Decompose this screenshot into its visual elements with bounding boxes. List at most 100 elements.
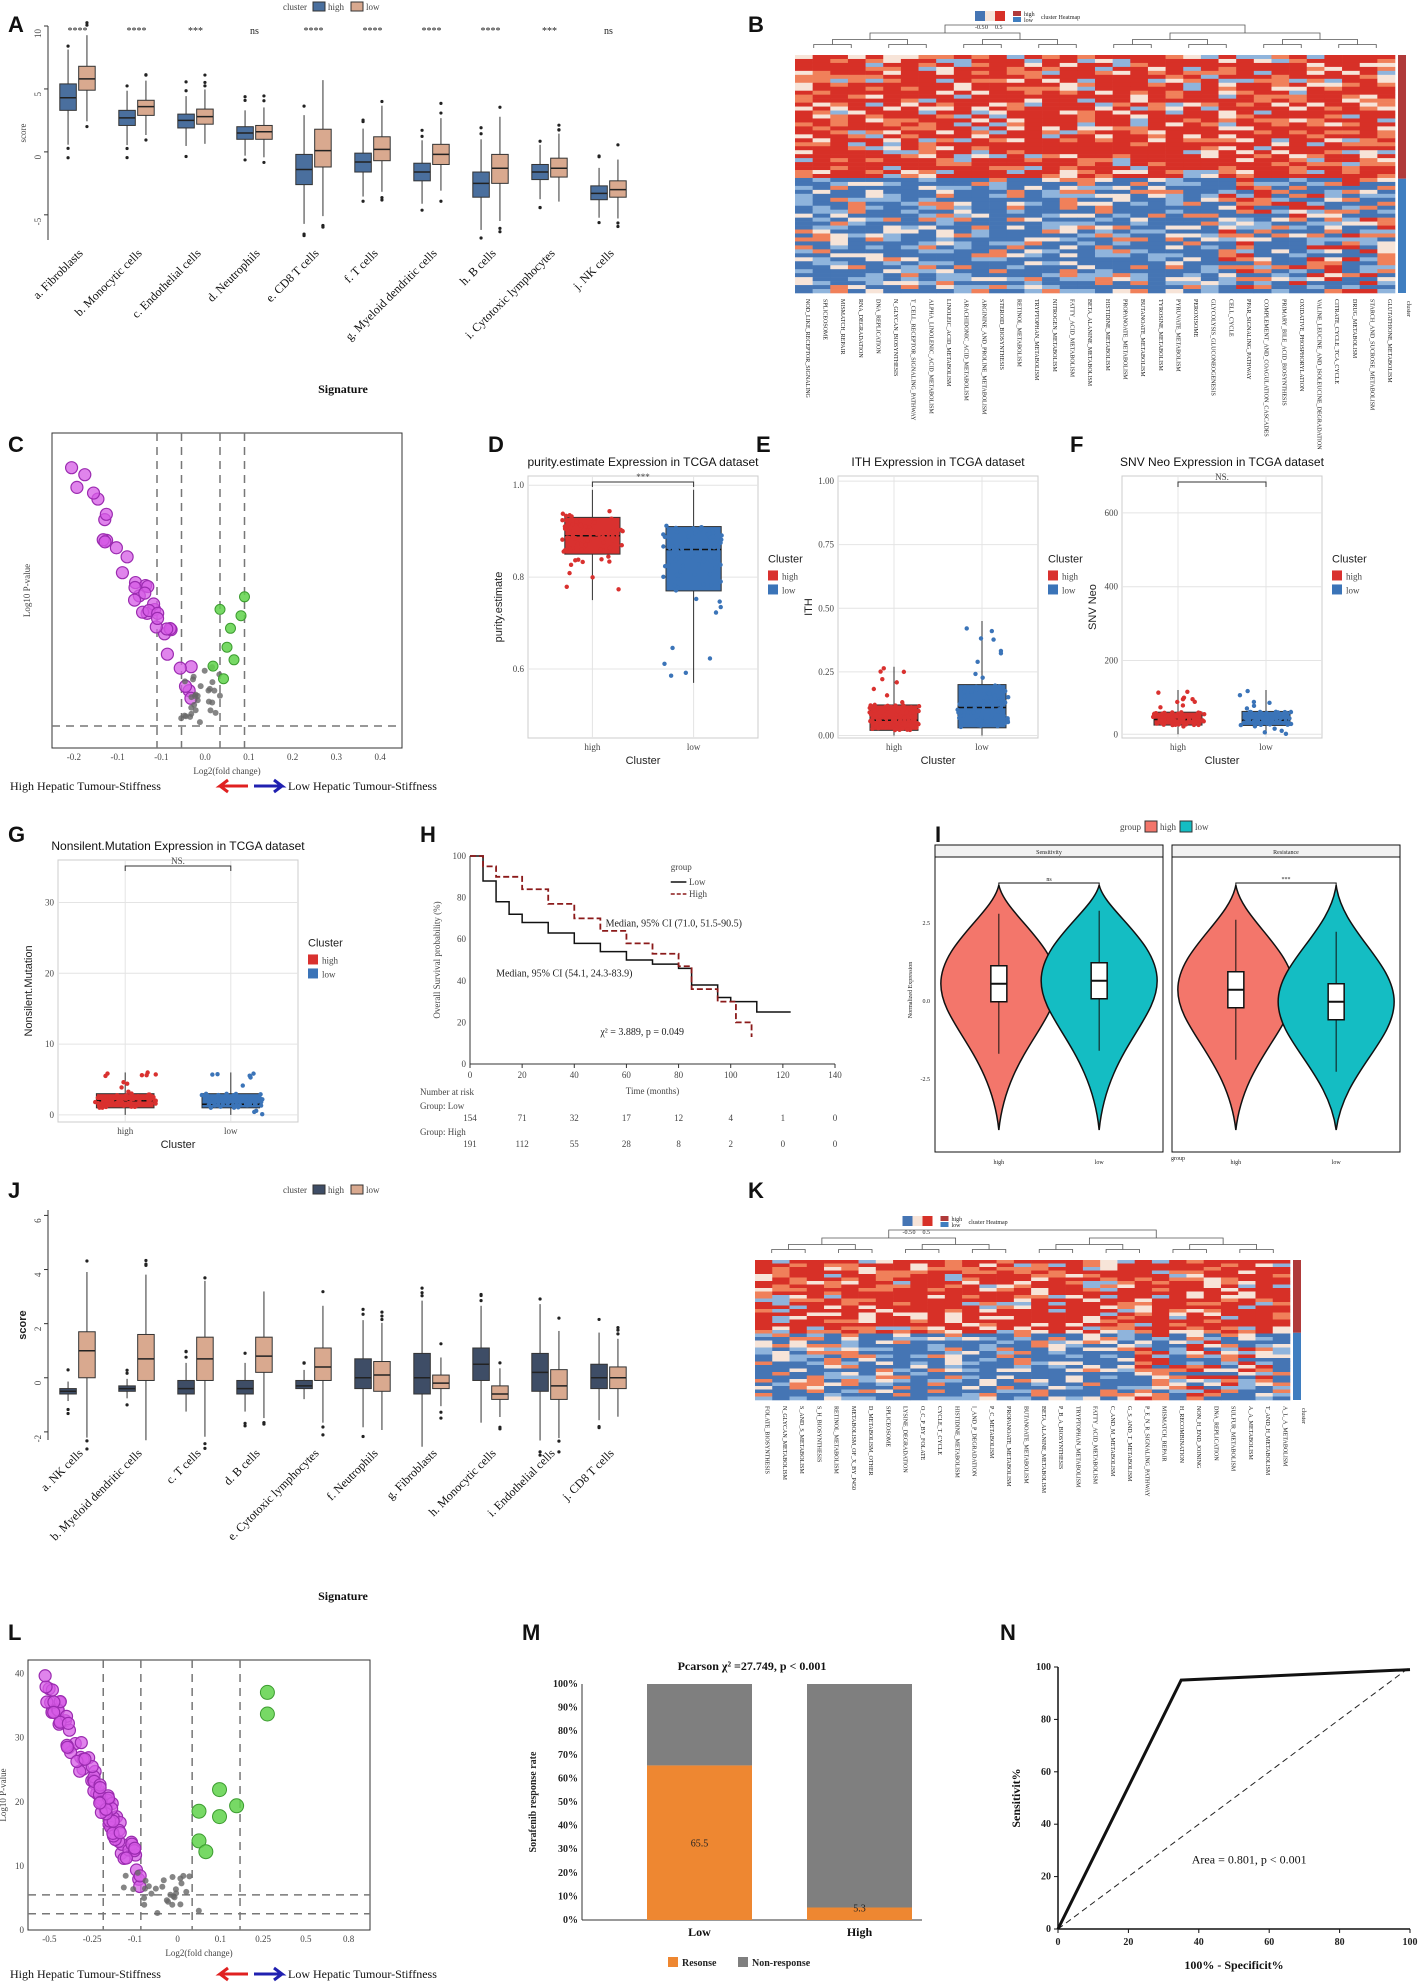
heatmap-cell — [1013, 1305, 1032, 1310]
heatmap-cell — [1130, 58, 1149, 64]
dendrogram-branch — [1239, 1249, 1274, 1253]
heatmap-cell — [1272, 1309, 1291, 1313]
heatmap-cell — [996, 1396, 1015, 1401]
heatmap-cell — [1077, 177, 1096, 183]
heatmap-cell — [1289, 74, 1308, 80]
heatmap-cell — [1253, 241, 1272, 246]
heatmap-cell — [1065, 1393, 1084, 1397]
point-not-significant — [190, 673, 197, 680]
heatmap-cell — [847, 285, 866, 290]
y-tick-label: 2.5 — [923, 921, 931, 927]
heatmap-cell — [979, 1267, 997, 1271]
heatmap-cell — [996, 1302, 1015, 1306]
jitter-point — [214, 1096, 219, 1102]
heatmap-cell — [1117, 1379, 1135, 1383]
heatmap-cell — [1100, 1263, 1118, 1268]
heatmap-cell — [1342, 237, 1361, 242]
heatmap-cell — [1253, 257, 1272, 262]
heatmap-cell — [1236, 217, 1255, 222]
heatmap-cell — [1006, 177, 1025, 183]
heatmap-cell — [1272, 1312, 1291, 1317]
heatmap-cell — [1238, 1393, 1256, 1397]
heatmap-cell — [1130, 106, 1149, 111]
heatmap-cell — [772, 1291, 790, 1296]
heatmap-cell — [1218, 98, 1237, 103]
heatmap-cell — [1130, 205, 1149, 210]
heatmap-cell — [1186, 1316, 1205, 1320]
heatmap-cell — [883, 281, 902, 286]
risk-table-value: 0 — [781, 1139, 786, 1149]
heatmap-cell — [755, 1337, 773, 1341]
heatmap-cell — [1147, 221, 1166, 226]
jitter-point — [992, 683, 998, 688]
heatmap-cell — [772, 1302, 790, 1306]
heatmap-cell — [900, 86, 919, 91]
heatmap-cell — [1272, 1298, 1291, 1303]
heatmap-cell — [1130, 257, 1149, 262]
heatmap-cell — [824, 1372, 842, 1376]
heatmap-cell — [918, 249, 937, 254]
outlier-point — [243, 1424, 247, 1428]
risk-table-title: Number at risk — [420, 1087, 474, 1097]
point-up-high — [93, 1796, 107, 1810]
heatmap-cell — [1130, 74, 1149, 80]
dendrogram-branch — [1263, 44, 1302, 48]
heatmap-cell — [1236, 58, 1255, 64]
jitter-point — [1251, 703, 1257, 709]
heatmap-cell — [1272, 1389, 1291, 1394]
point-not-significant — [142, 1877, 149, 1884]
heatmap-cell — [1203, 1295, 1222, 1299]
heatmap-cell — [1082, 1382, 1101, 1387]
point-not-significant — [209, 679, 216, 686]
heatmap-cell — [1095, 154, 1113, 159]
heatmap-cell — [910, 1309, 928, 1313]
heatmap-cell — [789, 1281, 808, 1285]
heatmap-cell — [772, 1354, 790, 1359]
heatmap-cell — [883, 229, 902, 234]
legend-label-high: high — [1062, 571, 1079, 581]
heatmap-cell — [1186, 1347, 1205, 1352]
outlier-point — [380, 1314, 384, 1318]
jitter-point — [868, 703, 873, 708]
heatmap-cell — [989, 285, 1008, 290]
heatmap-cell — [1324, 94, 1343, 99]
heatmap-cell — [1200, 118, 1219, 123]
heatmap-cell — [989, 221, 1008, 226]
heatmap-cell — [1147, 130, 1166, 135]
jitter-point — [1275, 720, 1281, 725]
heatmap-cell — [858, 1340, 877, 1345]
heatmap-cell — [1324, 225, 1343, 230]
heatmap-cell — [1082, 1277, 1101, 1282]
heatmap-cell — [1220, 1305, 1239, 1310]
significance-label: **** — [304, 26, 324, 37]
heatmap-cell — [1218, 82, 1237, 88]
heatmap-cell — [883, 205, 902, 210]
heatmap-cell — [1165, 257, 1184, 262]
heatmap-cell — [830, 102, 849, 107]
y-tick-label: 30% — [558, 1844, 578, 1855]
heatmap-cell — [1134, 1347, 1153, 1352]
heatmap-cell — [1255, 1389, 1274, 1394]
heatmap-cell — [1200, 162, 1219, 167]
heatmap-cell — [875, 1379, 894, 1383]
outlier-point — [66, 1407, 70, 1412]
heatmap-cell — [1342, 273, 1361, 278]
heatmap-cell — [1342, 257, 1361, 262]
heatmap-cell — [1147, 70, 1166, 76]
heatmap-cell — [812, 277, 831, 282]
heatmap-cell — [1048, 1368, 1066, 1373]
heatmap-cell — [1130, 114, 1149, 119]
heatmap-cell — [1200, 146, 1219, 151]
significance-label: NS. — [171, 856, 185, 866]
box-high — [295, 1379, 313, 1390]
heatmap-cell — [1236, 205, 1255, 210]
heatmap-cell — [971, 158, 990, 163]
y-tick-label: 40% — [558, 1821, 578, 1832]
jitter-point — [1287, 716, 1292, 721]
heatmap-cell — [824, 1309, 842, 1313]
heatmap-cell — [795, 277, 813, 282]
heatmap-cell — [883, 90, 902, 95]
heatmap-cell — [830, 130, 849, 135]
jitter-point — [876, 725, 881, 731]
heatmap-cell — [858, 1351, 877, 1355]
